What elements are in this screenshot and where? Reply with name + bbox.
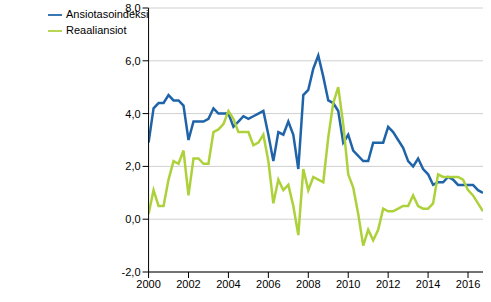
svg-text:2000: 2000 bbox=[136, 278, 160, 290]
svg-text:2014: 2014 bbox=[416, 278, 440, 290]
svg-text:2010: 2010 bbox=[336, 278, 360, 290]
svg-text:2002: 2002 bbox=[176, 278, 200, 290]
svg-text:4,0: 4,0 bbox=[125, 108, 140, 120]
svg-text:2008: 2008 bbox=[296, 278, 320, 290]
svg-text:2004: 2004 bbox=[216, 278, 240, 290]
svg-text:2012: 2012 bbox=[376, 278, 400, 290]
svg-text:2,0: 2,0 bbox=[125, 160, 140, 172]
svg-text:0,0: 0,0 bbox=[125, 213, 140, 225]
svg-text:6,0: 6,0 bbox=[125, 55, 140, 67]
svg-text:-2,0: -2,0 bbox=[122, 266, 141, 278]
svg-text:8,0: 8,0 bbox=[125, 2, 140, 14]
svg-text:2006: 2006 bbox=[256, 278, 280, 290]
svg-text:2016: 2016 bbox=[456, 278, 480, 290]
